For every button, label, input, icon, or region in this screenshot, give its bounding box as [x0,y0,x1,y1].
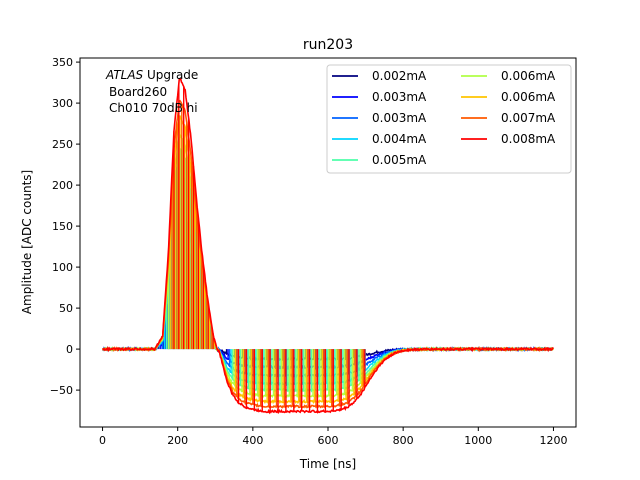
y-tick-label: 250 [52,138,73,151]
y-tick-label: 200 [52,179,73,192]
svg-text:ATLAS Upgrade: ATLAS Upgrade [105,68,198,82]
series-layer [101,77,555,415]
legend-label: 0.003mA [372,90,427,104]
legend-label: 0.006mA [501,69,556,83]
x-tick-label: 600 [318,434,339,447]
annotation-atlas: ATLAS [105,68,144,82]
y-tick-label: 0 [66,343,73,356]
annotation-board: Board260 [109,85,167,99]
legend-label: 0.006mA [501,90,556,104]
legend-frame [326,64,572,174]
y-tick-label: 50 [59,302,73,315]
plot-frame [79,57,577,428]
y-tick-label: 300 [52,97,73,110]
legend-label: 0.004mA [372,132,427,146]
y-tick-label: 100 [52,261,73,274]
y-tick-label: 150 [52,220,73,233]
axis-ticks: 0 200 400 600 800 1000 1200 −50 0 50 100 150 200 250 3… [50,56,568,447]
legend-label: 0.005mA [372,153,427,167]
legend-label: 0.003mA [372,111,427,125]
y-tick-label: 350 [52,56,73,69]
legend: 0.002mA 0.003mA 0.003mA 0.004mA 0.005mA 0.006… [326,64,572,174]
x-tick-label: 800 [393,434,414,447]
y-axis-label: Amplitude [ADC counts] [20,170,34,314]
atlas-annotation: ATLAS Upgrade Board260 Ch010 70dB hi [105,68,198,115]
series-line-9 [102,77,554,415]
legend-label: 0.008mA [501,132,556,146]
x-tick-label: 200 [167,434,188,447]
x-tick-label: 1200 [539,434,567,447]
chart-title: run203 [303,37,353,53]
y-tick-label: −50 [50,384,73,397]
annotation-upgrade: Upgrade [143,68,198,82]
legend-label: 0.002mA [372,69,427,83]
x-tick-label: 0 [99,434,106,447]
annotation-channel: Ch010 70dB hi [109,101,198,115]
x-tick-label: 400 [242,434,263,447]
series-line-8 [101,99,554,410]
x-tick-label: 1000 [464,434,492,447]
legend-label: 0.007mA [501,111,556,125]
x-axis-label: Time [ns] [299,457,356,471]
